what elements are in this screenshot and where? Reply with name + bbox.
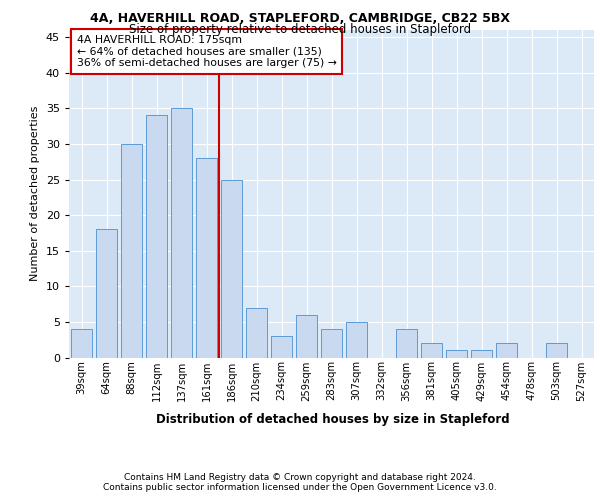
Bar bbox=[546, 344, 567, 357]
Text: Contains public sector information licensed under the Open Government Licence v3: Contains public sector information licen… bbox=[103, 484, 497, 492]
Bar bbox=[346, 322, 367, 358]
Bar bbox=[496, 344, 517, 357]
Bar bbox=[271, 336, 292, 357]
Text: Contains HM Land Registry data © Crown copyright and database right 2024.: Contains HM Land Registry data © Crown c… bbox=[124, 472, 476, 482]
Bar bbox=[446, 350, 467, 358]
Bar bbox=[196, 158, 217, 358]
Bar bbox=[246, 308, 267, 358]
Bar bbox=[96, 230, 117, 358]
Bar bbox=[321, 329, 342, 358]
Y-axis label: Number of detached properties: Number of detached properties bbox=[30, 106, 40, 282]
Bar bbox=[221, 180, 242, 358]
Bar bbox=[121, 144, 142, 358]
Text: Size of property relative to detached houses in Stapleford: Size of property relative to detached ho… bbox=[129, 22, 471, 36]
Text: 4A, HAVERHILL ROAD, STAPLEFORD, CAMBRIDGE, CB22 5BX: 4A, HAVERHILL ROAD, STAPLEFORD, CAMBRIDG… bbox=[90, 12, 510, 26]
Bar bbox=[296, 315, 317, 358]
Text: Distribution of detached houses by size in Stapleford: Distribution of detached houses by size … bbox=[156, 412, 510, 426]
Bar bbox=[471, 350, 492, 358]
Bar bbox=[146, 116, 167, 358]
Bar bbox=[171, 108, 192, 358]
Bar bbox=[421, 344, 442, 357]
Bar bbox=[71, 329, 92, 358]
Bar bbox=[396, 329, 417, 358]
Text: 4A HAVERHILL ROAD: 175sqm
← 64% of detached houses are smaller (135)
36% of semi: 4A HAVERHILL ROAD: 175sqm ← 64% of detac… bbox=[77, 35, 337, 68]
